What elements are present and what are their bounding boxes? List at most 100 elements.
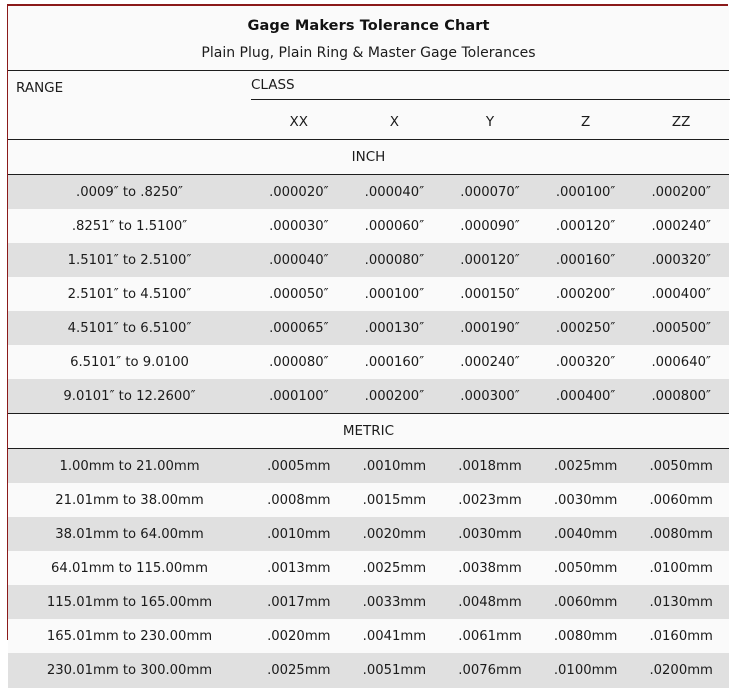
tolerance-cell-y: .0038mm [442,551,538,585]
table-row: 1.5101″ to 2.5100″ .000040″ .000080″ .00012… [8,243,729,277]
tolerance-cell-z: .000100″ [537,174,634,209]
tolerance-cell-x: .0041mm [346,619,443,653]
tolerance-cell-y: .000300″ [442,379,538,414]
table-row: 21.01mm to 38.00mm .0008mm .0015mm .0023mm.… [8,483,729,517]
tolerance-cell-xx: .000080″ [251,345,347,379]
range-cell: .8251″ to 1.5100″ [8,209,251,243]
table-row: 230.01mm to 300.00mm .0025mm .0051mm .0076m… [8,653,729,688]
table-row: .0009″ to .8250″ .000020″ .000040″ .000070″… [8,174,729,209]
tolerance-cell-x: .000040″ [346,174,443,209]
table-row: 9.0101″ to 12.2600″ .000100″ .000200″ .0003… [8,379,729,414]
section-label-inch: INCH [8,139,729,175]
table-row: 2.5101″ to 4.5100″ .000050″ .000100″ .00015… [8,277,729,311]
tolerance-cell-x: .000130″ [346,311,443,345]
tolerance-cell-xx: .000050″ [251,277,347,311]
tolerance-cell-xx: .000020″ [251,174,347,209]
tolerance-chart-frame: Gage Makers Tolerance Chart Plain Plug, … [7,4,730,688]
tolerance-cell-x: .0025mm [346,551,443,585]
tolerance-cell-y: .000070″ [442,174,538,209]
table-row: 6.5101″ to 9.0100.000080″ .000160″ .000240… [8,345,729,379]
table-row: 38.01mm to 64.00mm .0010mm .0020mm .0030mm.… [8,517,729,551]
tolerance-cell-zz: .000240″ [633,209,729,243]
range-cell: 64.01mm to 115.00mm [8,551,251,585]
tolerance-cell-y: .0023mm [442,483,538,517]
chart-title: Gage Makers Tolerance Chart [247,18,490,34]
tolerance-cell-xx: .0020mm [251,619,347,653]
table-row: 4.5101″ to 6.5100″ .000065″ .000130″ .00019… [8,311,729,345]
class-header-row: XX X Y Z ZZ [8,105,729,140]
tolerance-cell-z: .0060mm [537,585,634,619]
tolerance-cell-zz: .0050mm [633,448,729,483]
tolerance-cell-x: .000200″ [346,379,443,414]
range-cell: 21.01mm to 38.00mm [8,483,251,517]
chart-subtitle: Plain Plug, Plain Ring & Master Gage Tol… [8,41,729,71]
tolerance-cell-zz: .0200mm [633,653,729,688]
tolerance-cell-x: .0020mm [346,517,443,551]
tolerance-cell-z: .000400″ [537,379,634,414]
column-header-y: Y [485,114,495,130]
range-header-spacer [8,105,251,140]
range-cell: .0009″ to .8250″ [8,174,251,209]
tolerance-cell-x: .0015mm [346,483,443,517]
range-cell: 115.01mm to 165.00mm [8,585,251,619]
tolerance-cell-zz: .000320″ [633,243,729,277]
tolerance-cell-xx: .000030″ [251,209,347,243]
tolerance-cell-zz: .000400″ [633,277,729,311]
tolerance-cell-x: .000080″ [346,243,443,277]
range-cell: 4.5101″ to 6.5100″ [8,311,251,345]
tolerance-cell-y: .000120″ [442,243,538,277]
tolerance-cell-xx: .0013mm [251,551,347,585]
subtitle-row: Plain Plug, Plain Ring & Master Gage Tol… [8,41,729,71]
range-cell: 9.0101″ to 12.2600″ [8,379,251,414]
tolerance-cell-zz: .000500″ [633,311,729,345]
range-column-header: RANGE [16,80,64,96]
tolerance-cell-y: .000190″ [442,311,538,345]
tolerance-cell-xx: .0005mm [251,448,347,483]
tolerance-cell-y: .000090″ [442,209,538,243]
table-row: 64.01mm to 115.00mm .0013mm .0025mm .0038mm… [8,551,729,585]
class-group-header-label: CLASS [251,77,730,100]
tolerance-cell-x: .0033mm [346,585,443,619]
range-cell: 1.5101″ to 2.5100″ [8,243,251,277]
tolerance-cell-x: .000060″ [346,209,443,243]
tolerance-cell-z: .000200″ [537,277,634,311]
tolerance-cell-zz: .0160mm [633,619,729,653]
tolerance-cell-z: .000320″ [537,345,634,379]
table-row: .8251″ to 1.5100″ .000030″ .000060″ .000090… [8,209,729,243]
tolerance-cell-zz: .0080mm [633,517,729,551]
range-cell: 230.01mm to 300.00mm [8,653,251,688]
section-label-metric: METRIC [8,413,729,449]
table-row: 115.01mm to 165.00mm .0017mm .0033mm .0048m… [8,585,729,619]
tolerance-cell-x: .000100″ [346,277,443,311]
tolerance-cell-y: .0030mm [442,517,538,551]
tolerance-cell-x: .0010mm [346,448,443,483]
range-cell: 38.01mm to 64.00mm [8,517,251,551]
range-cell: 165.01mm to 230.00mm [8,619,251,653]
table-row: 165.01mm to 230.00mm .0020mm .0041mm .0061m… [8,619,729,653]
tolerance-cell-z: .0025mm [537,448,634,483]
tolerance-cell-xx: .0008mm [251,483,347,517]
tolerance-cell-zz: .0060mm [633,483,729,517]
section-banner-row: INCH [8,139,729,175]
tolerance-cell-xx: .000040″ [251,243,347,277]
tolerance-cell-zz: .000200″ [633,174,729,209]
class-group-header: CLASS [251,71,730,106]
tolerance-cell-y: .0061mm [442,619,538,653]
tolerance-cell-zz: .000800″ [633,379,729,414]
column-header-x: X [389,114,400,130]
section-banner-row: METRIC [8,413,729,449]
tolerance-cell-y: .000150″ [442,277,538,311]
tolerance-cell-y: .0018mm [442,448,538,483]
tolerance-cell-z: .0080mm [537,619,634,653]
range-cell: 2.5101″ to 4.5100″ [8,277,251,311]
tolerance-cell-z: .0100mm [537,653,634,688]
column-header-z: Z [580,114,591,130]
column-header-zz: ZZ [671,114,691,130]
tolerance-cell-x: .0051mm [346,653,443,688]
table-row: 1.00mm to 21.00mm .0005mm .0010mm .0018mm .0… [8,448,729,483]
tolerance-cell-zz: .0100mm [633,551,729,585]
group-header-row: RANGE CLASS [8,71,730,106]
tolerance-cell-z: .0040mm [537,517,634,551]
tolerance-cell-z: .0050mm [537,551,634,585]
tolerance-cell-z: .000250″ [537,311,634,345]
